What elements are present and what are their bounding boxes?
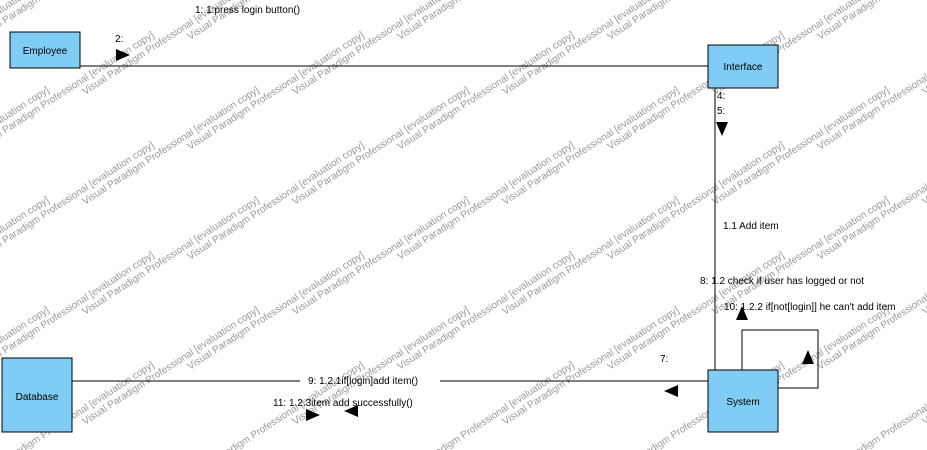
watermark: Visual Paradigm Professional [evaluation…	[396, 250, 577, 373]
message: 7:	[660, 354, 668, 365]
watermark: Visual Paradigm Professional [evaluation…	[816, 360, 927, 450]
arrow	[306, 409, 320, 421]
message: 5:	[717, 106, 725, 117]
node-label: Interface	[724, 62, 763, 73]
watermark: Visual Paradigm Professional [evaluation…	[396, 30, 577, 153]
message: 2:	[115, 34, 123, 45]
watermark: Visual Paradigm Professional [evaluation…	[606, 140, 787, 263]
watermark: Visual Paradigm Professional [evaluation…	[186, 30, 367, 153]
watermark: Visual Paradigm Professional [evaluation…	[711, 85, 892, 208]
node-label: Database	[16, 392, 59, 403]
watermark: Visual Paradigm Professional [evaluation…	[291, 85, 472, 208]
message: 10: 1.2.2 if[not[login]] he can't add it…	[724, 302, 895, 313]
message: 1.1 Add item	[723, 221, 779, 232]
watermark: Visual Paradigm Professional [evaluation…	[501, 305, 682, 428]
watermark: Visual Paradigm Professional [evaluation…	[501, 85, 682, 208]
arrow	[802, 350, 814, 364]
watermark: Visual Paradigm Professional [evaluation…	[291, 305, 472, 428]
message: 9: 1.2.1if[login]add item()	[308, 376, 418, 387]
watermark: Visual Paradigm Professional [evaluation…	[291, 195, 472, 318]
watermark: Visual Paradigm Professional [evaluation…	[396, 360, 577, 450]
message: 1: 1:press login button()	[195, 5, 300, 16]
arrow	[116, 49, 130, 61]
node-label: Employee	[23, 46, 68, 57]
arrow	[736, 306, 748, 320]
node	[707, 369, 779, 433]
watermark: Visual Paradigm Professional [evaluation…	[186, 250, 367, 373]
self-link	[741, 329, 819, 389]
node	[707, 44, 779, 89]
watermark: Visual Paradigm Professional [evaluation…	[816, 30, 927, 153]
watermark: Visual Paradigm Professional [evaluation…	[81, 305, 262, 428]
node-label: System	[726, 397, 759, 408]
watermark: Visual Paradigm Professional [evaluation…	[396, 140, 577, 263]
watermark: Visual Paradigm Professional [evaluation…	[816, 140, 927, 263]
node	[1, 357, 73, 433]
watermark: Visual Paradigm Professional [evaluation…	[186, 140, 367, 263]
watermark: Visual Paradigm Professional [evaluation…	[501, 195, 682, 318]
arrow	[664, 385, 678, 397]
message: 11: 1.2.3item add successfully()	[273, 398, 413, 409]
message: 8: 1.2 check if user has logged or not	[700, 276, 864, 287]
watermark: Visual Paradigm Professional [evaluation…	[81, 85, 262, 208]
message: 4:	[717, 91, 725, 102]
node	[9, 31, 81, 69]
watermark: Visual Paradigm Professional [evaluation…	[0, 140, 156, 263]
arrow	[344, 405, 358, 417]
arrows	[116, 49, 814, 421]
arrow	[716, 122, 728, 136]
watermark: Visual Paradigm Professional [evaluation…	[0, 250, 156, 373]
watermark: Visual Paradigm Professional [evaluation…	[81, 195, 262, 318]
watermark: Visual Paradigm Professional [evaluation…	[711, 195, 892, 318]
